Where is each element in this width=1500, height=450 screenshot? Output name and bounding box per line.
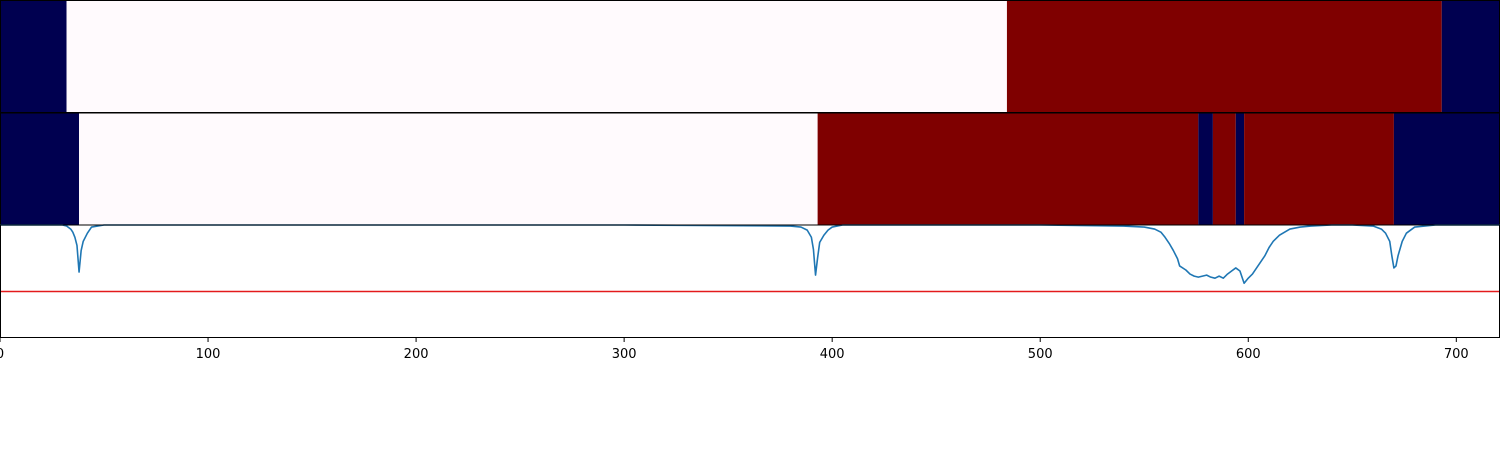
- heatmap-segment-mid: [66, 0, 1007, 113]
- heatmap-segment-low: [1441, 0, 1500, 113]
- x-tick-label: 200: [404, 347, 429, 362]
- line-panel-frame: [0, 224, 1500, 338]
- x-tick-label: 500: [1028, 347, 1053, 362]
- x-tick-label: 400: [820, 347, 845, 362]
- heatmap-segment-low: [1198, 113, 1213, 225]
- heatmap-segment-low: [1235, 113, 1245, 225]
- heatmap-segment-mid: [79, 113, 818, 225]
- x-tick-label: 300: [612, 347, 637, 362]
- heatmap-segment-high: [1244, 113, 1394, 225]
- heatmap-segment-low: [0, 113, 80, 225]
- x-tick-label: 100: [196, 347, 221, 362]
- heatmap-segment-high: [1212, 113, 1236, 225]
- series-curve: [0, 224, 1500, 285]
- heatmap-band-top: [0, 0, 1500, 113]
- heatmap-segment-low: [0, 0, 67, 113]
- x-tick-label: 600: [1236, 347, 1261, 362]
- heatmap-segment-low: [1393, 113, 1500, 225]
- heatmap-segment-high: [817, 113, 1199, 225]
- x-tick-label: 0: [0, 347, 4, 362]
- x-axis: 0 100 200 300 400 500 600 700: [0, 337, 1469, 362]
- line-panel: [0, 224, 1500, 293]
- x-tick-label: 700: [1444, 347, 1469, 362]
- heatmap-band-middle: [0, 113, 1500, 225]
- heatmap-segment-high: [1006, 0, 1442, 113]
